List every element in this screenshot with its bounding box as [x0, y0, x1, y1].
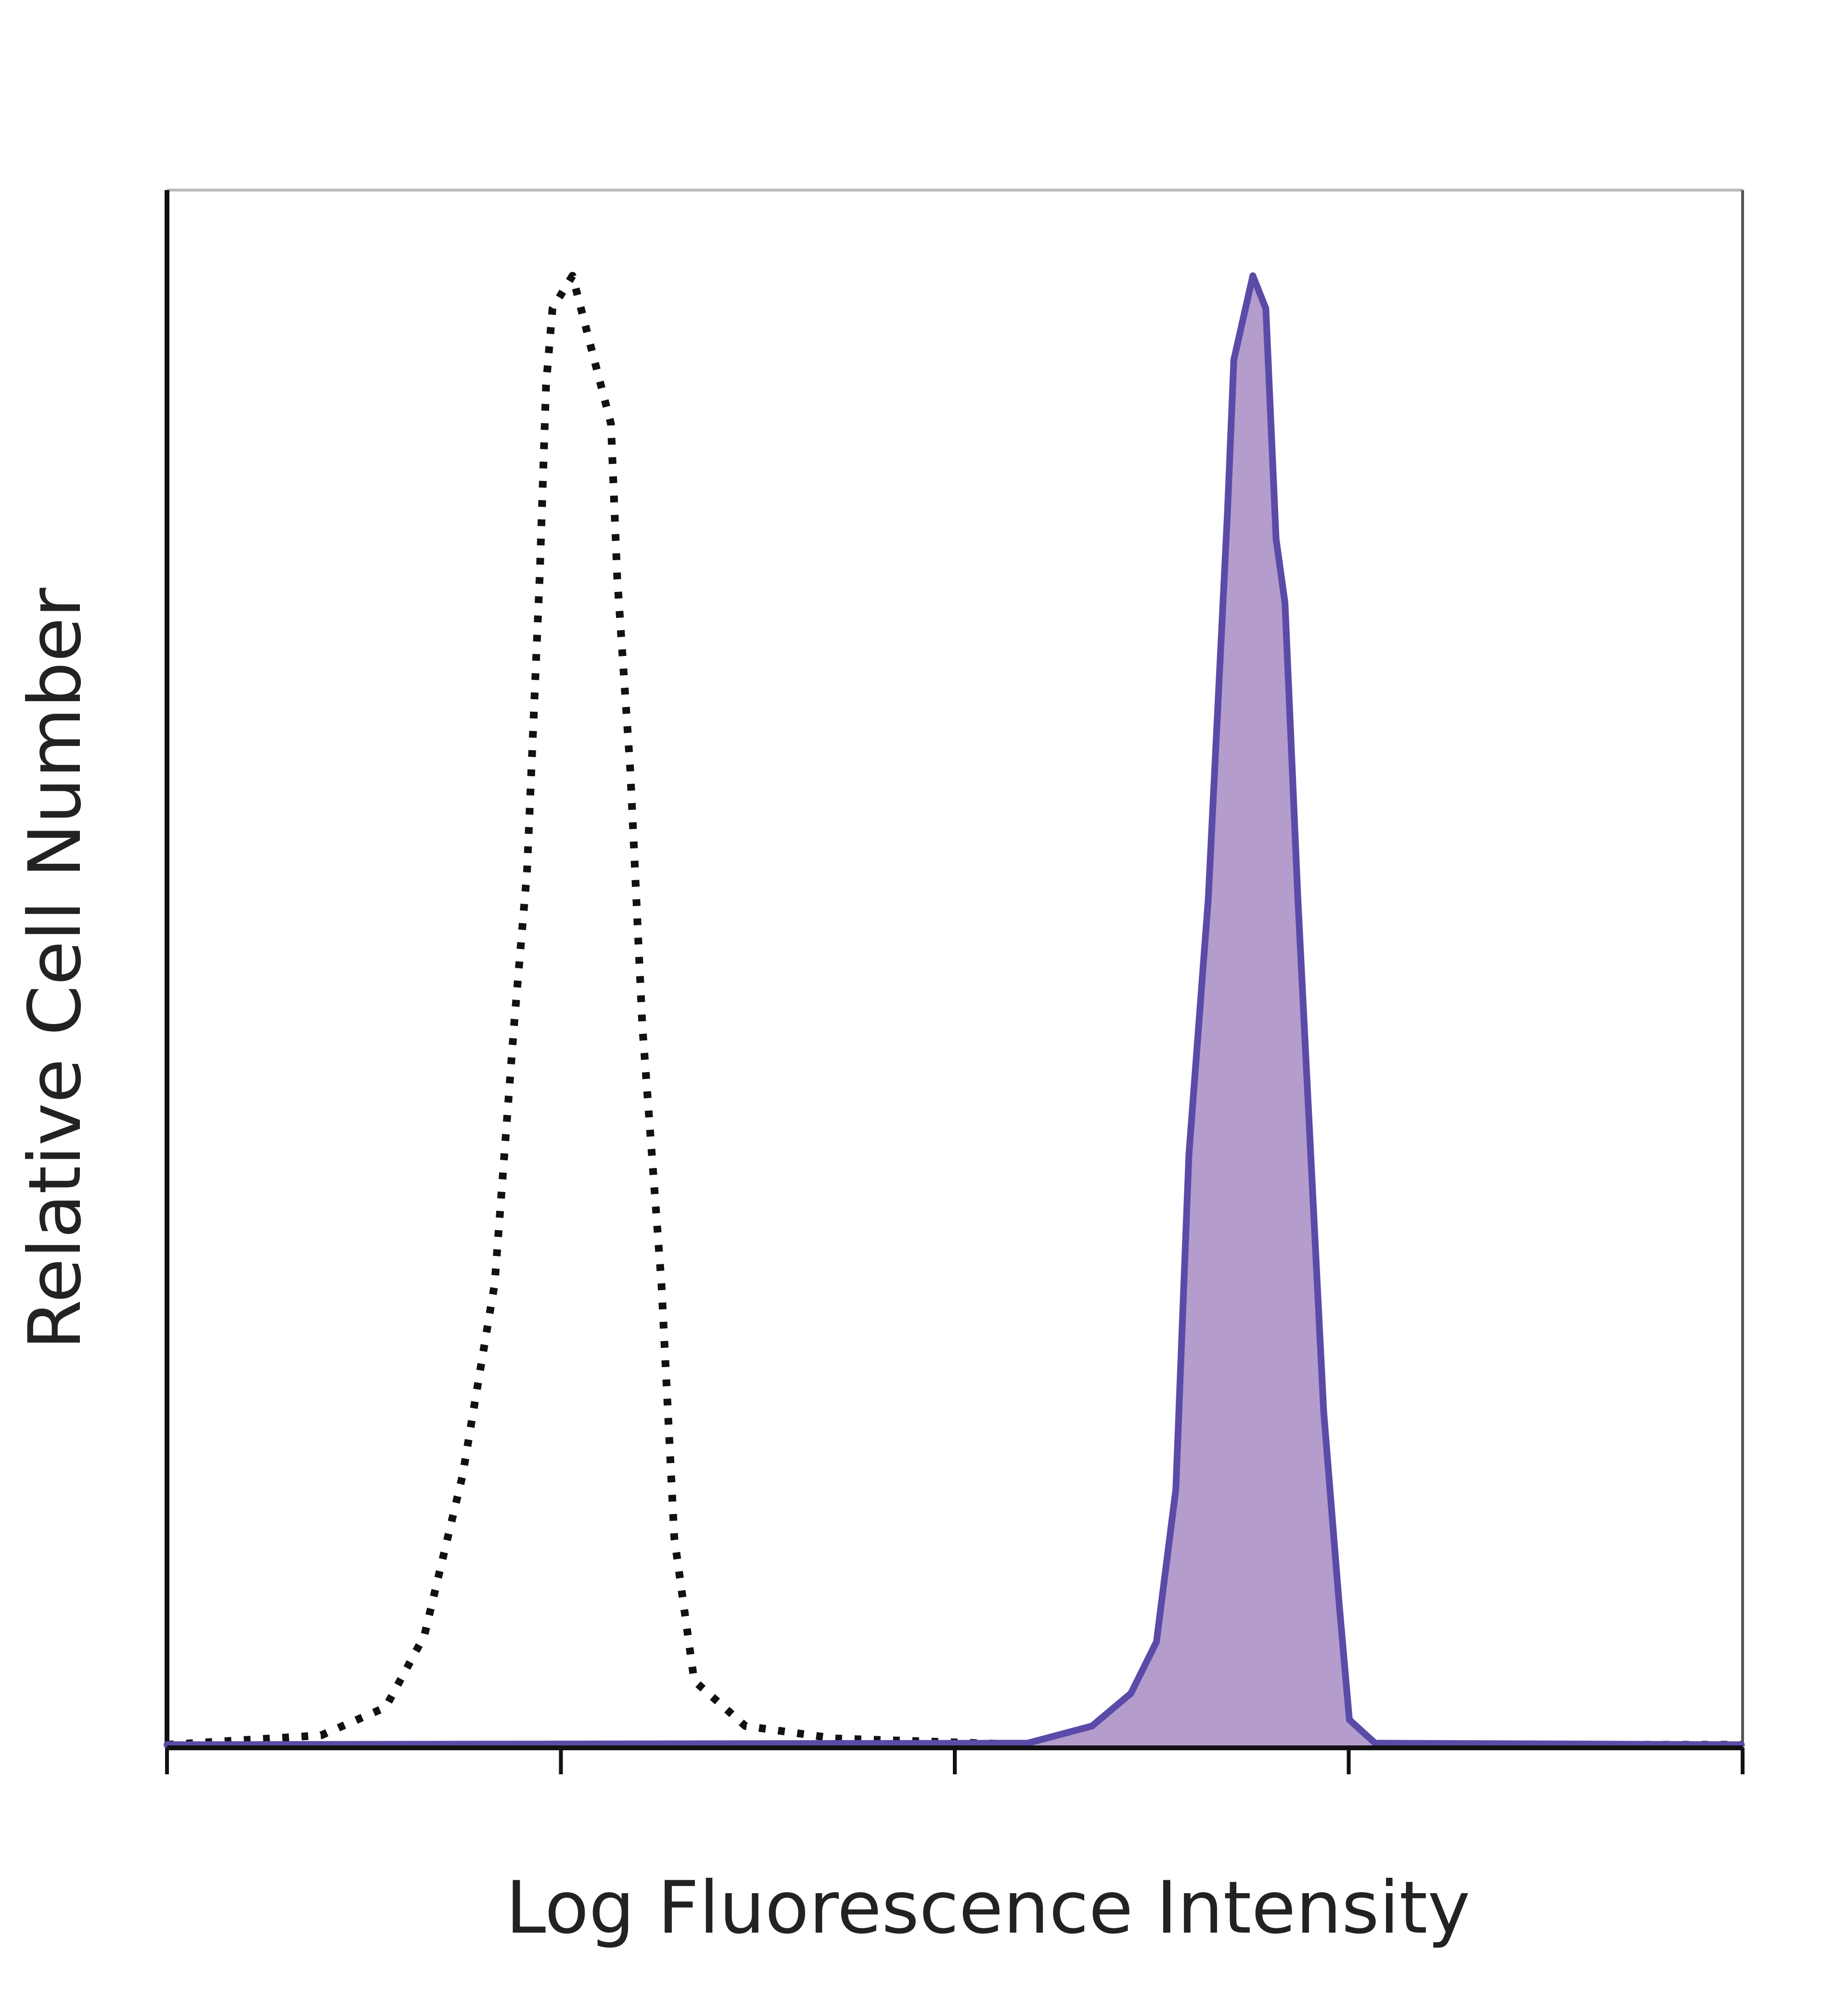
line — [167, 272, 1742, 1749]
x-axis-label: Log Fluorescence Intensity — [506, 1866, 1470, 1950]
line — [164, 272, 1745, 1748]
y-axis-label: Relative Cell Number — [13, 588, 97, 1350]
